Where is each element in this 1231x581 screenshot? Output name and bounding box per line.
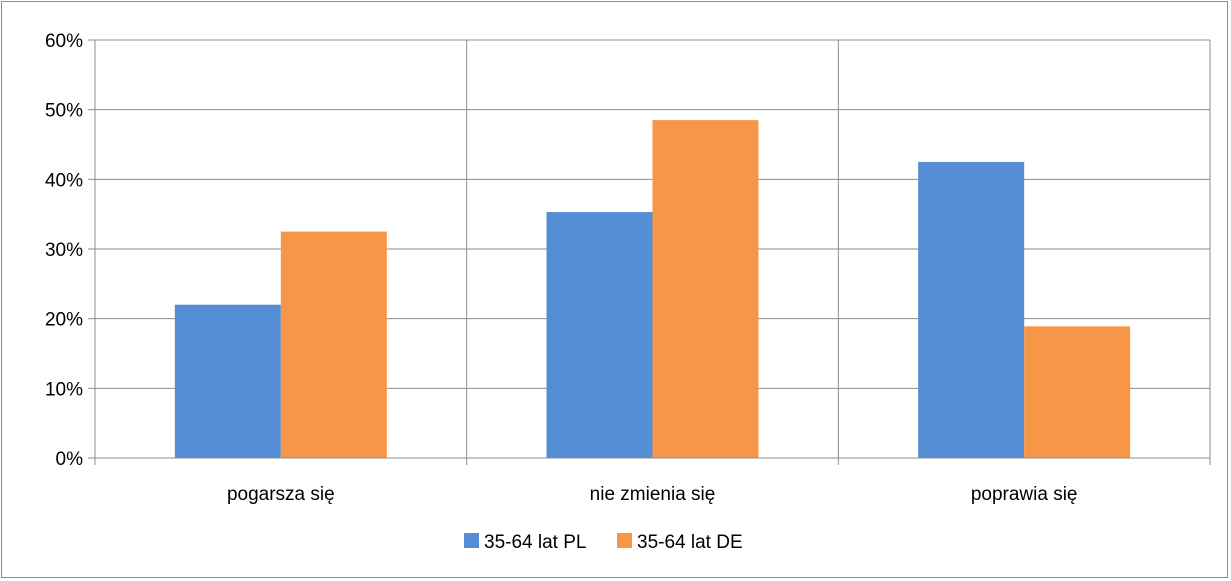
- y-tick-label: 60%: [45, 31, 83, 52]
- legend: 35-64 lat PL 35-64 lat DE: [464, 532, 743, 553]
- bar-de-1: [652, 120, 759, 458]
- y-tick-label: 40%: [45, 170, 83, 191]
- y-tick-label: 0%: [56, 449, 84, 470]
- bar-pl-1: [546, 212, 653, 458]
- y-tick-label: 30%: [45, 240, 83, 261]
- x-category-label: pogarsza się: [227, 484, 335, 505]
- x-category-label: poprawia się: [971, 484, 1078, 505]
- y-tick-label: 20%: [45, 310, 83, 331]
- legend-label-pl: 35-64 lat PL: [484, 532, 586, 553]
- y-tick-labels: 0% 10% 20% 30% 40% 50% 60%: [45, 31, 83, 470]
- y-tick-label: 10%: [45, 379, 83, 400]
- bar-pl-2: [918, 161, 1025, 458]
- legend-label-de: 35-64 lat DE: [637, 532, 743, 553]
- bar-pl-0: [174, 304, 281, 458]
- bar-de-0: [280, 231, 387, 458]
- x-category-label: nie zmienia się: [590, 484, 716, 505]
- legend-swatch-pl: [464, 533, 479, 548]
- category-separators: [466, 40, 1211, 458]
- bar-de-2: [1024, 326, 1131, 458]
- legend-swatch-de: [617, 533, 632, 548]
- bars: [174, 120, 1131, 458]
- x-category-labels: pogarsza się nie zmienia się poprawia się: [227, 484, 1078, 505]
- y-tick-label: 50%: [45, 101, 83, 122]
- axes: [88, 39, 1211, 465]
